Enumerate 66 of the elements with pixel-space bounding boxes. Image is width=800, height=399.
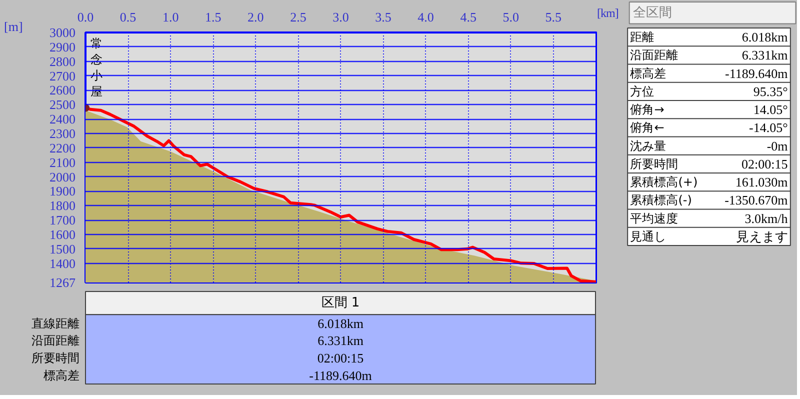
y-tick-label: 1700 — [50, 212, 76, 228]
y-tick-label: 2500 — [50, 97, 76, 112]
x-tick-label: 0.0 — [77, 10, 94, 24]
x-tick-label: 4.0 — [418, 10, 434, 24]
text: 所要時間 — [630, 156, 678, 171]
text: 見通し — [630, 229, 666, 244]
text: 02:00:15 — [317, 350, 364, 366]
text: 累積標高(+) — [630, 175, 698, 190]
x-tick-label: 3.5 — [375, 10, 392, 24]
x-axis-title: [km] — [597, 5, 618, 22]
y-tick-label: 1267 — [50, 275, 76, 290]
text: 02:00:15 — [742, 156, 788, 172]
y-tick-label: 2000 — [50, 169, 76, 184]
x-tick-label: 5.0 — [502, 10, 520, 24]
text: -14.05° — [748, 120, 788, 136]
y-tick-label: 1900 — [50, 184, 76, 199]
text: 見えます — [736, 228, 788, 244]
text: 14.05° — [753, 102, 788, 118]
x-tick-label: 3.0 — [332, 10, 349, 24]
text: 俯角→ — [630, 102, 664, 117]
y-tick-label: 1600 — [50, 226, 76, 242]
text: -1350.670m — [724, 192, 788, 208]
text: 6.331km — [318, 333, 364, 348]
text: 所要時間 — [31, 350, 80, 365]
text: 方位 — [630, 84, 654, 98]
text: 6.331km — [742, 48, 788, 63]
text: -1189.640m — [309, 368, 372, 383]
y-tick-label: 2600 — [50, 82, 76, 98]
y-tick-label: 2300 — [50, 126, 76, 141]
text: 区間 1 — [321, 296, 360, 311]
text: 直線距離 — [31, 316, 80, 330]
x-tick-label: 4.5 — [460, 10, 476, 24]
text: 沿面距離 — [31, 334, 80, 348]
text: 距離 — [630, 30, 654, 44]
y-tick-label: 2700 — [50, 68, 76, 84]
text: -0m — [766, 138, 788, 154]
y-tick-label: 2800 — [50, 54, 76, 69]
y-tick-label: 1500 — [50, 241, 76, 256]
y-axis-title: [m] — [4, 18, 23, 36]
x-tick-label: 1.0 — [162, 10, 179, 24]
x-tick-label: 2.5 — [290, 10, 306, 24]
text: 沿面距離 — [630, 48, 678, 62]
text: 平均速度 — [630, 211, 678, 226]
text: 標高差 — [630, 66, 666, 80]
text: 3.0km/h — [744, 210, 788, 226]
text: 95.35° — [753, 84, 788, 99]
x-tick-label: 1.5 — [204, 10, 222, 24]
x-tick-label: 2.0 — [248, 10, 264, 24]
y-tick-label: 2900 — [50, 39, 76, 54]
text: -1189.640m — [725, 66, 788, 81]
x-tick-label: 5.5 — [545, 10, 562, 24]
text: 6.018km — [742, 30, 788, 45]
y-tick-label: 1800 — [50, 198, 76, 214]
y-tick-label: 1400 — [50, 256, 76, 271]
text: 沈み量 — [630, 138, 666, 153]
text: 161.030m — [735, 174, 788, 190]
text: 累積標高(-) — [630, 193, 692, 208]
y-tick-label: 3000 — [50, 25, 76, 40]
text: 俯角← — [630, 120, 664, 135]
y-tick-label: 2200 — [50, 140, 76, 156]
text: 標高差 — [43, 368, 80, 382]
text: 全区間 — [632, 5, 672, 20]
y-tick-label: 2400 — [50, 112, 76, 127]
text: 6.018km — [318, 316, 364, 331]
x-tick-label: 0.5 — [120, 10, 136, 24]
y-tick-label: 2100 — [50, 154, 76, 170]
